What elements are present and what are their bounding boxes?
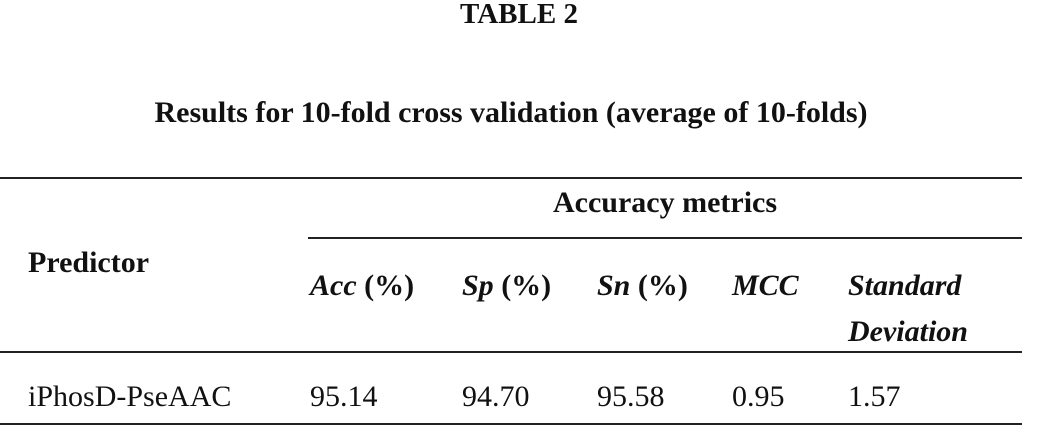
column-header: Acc (%) xyxy=(310,263,460,309)
cell: 95.58 xyxy=(597,380,665,413)
column-name: Sn xyxy=(597,269,631,302)
cell: 0.95 xyxy=(732,380,785,413)
column-header: Sn (%) xyxy=(597,263,747,309)
cell: 95.14 xyxy=(310,380,378,413)
column-name: Standard Deviation xyxy=(848,269,968,348)
group-header: Accuracy metrics xyxy=(552,186,778,219)
column-unit: (%) xyxy=(501,269,552,302)
column-unit: (%) xyxy=(637,269,688,302)
row-header: Predictor xyxy=(28,246,150,279)
column-name: Acc xyxy=(310,269,357,302)
table-label: TABLE 2 xyxy=(460,0,578,30)
bottom-rule xyxy=(0,423,1022,425)
table-title: Results for 10-fold cross validation (av… xyxy=(154,96,868,129)
group-rule xyxy=(308,237,1022,239)
header-rule xyxy=(0,351,1022,353)
column-name: MCC xyxy=(732,269,799,302)
top-rule xyxy=(0,177,1022,179)
column-unit: (%) xyxy=(364,269,415,302)
cell: iPhosD-PseAAC xyxy=(28,380,232,413)
cell: 94.70 xyxy=(462,380,530,413)
column-header: Sp (%) xyxy=(462,263,612,309)
column-header: Standard Deviation xyxy=(848,263,1018,355)
cell: 1.57 xyxy=(848,380,901,413)
column-header: MCC xyxy=(732,263,882,309)
column-name: Sp xyxy=(462,269,494,302)
